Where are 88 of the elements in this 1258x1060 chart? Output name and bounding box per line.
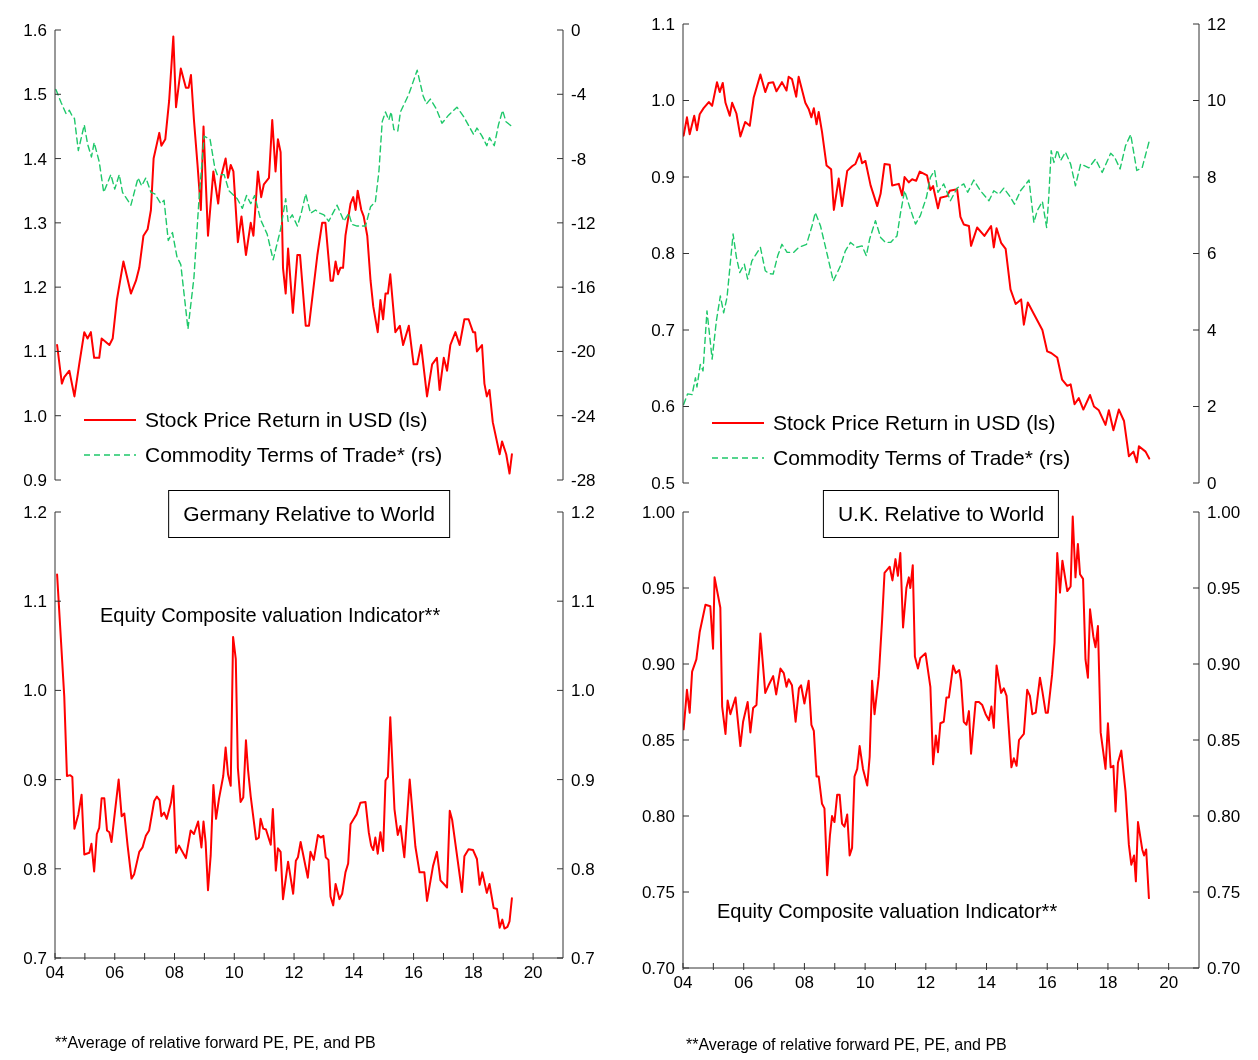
y-tick-label: 1.3 bbox=[23, 213, 47, 233]
y2-tick-label: 10 bbox=[1207, 91, 1226, 111]
x-tick-label: 14 bbox=[977, 973, 996, 992]
y2-tick-label: 0 bbox=[1207, 473, 1217, 493]
y2-tick-label: 0.8 bbox=[571, 859, 595, 879]
x-tick-label: 12 bbox=[284, 963, 304, 982]
y2-tick-label: 0.95 bbox=[1207, 578, 1241, 598]
x-tick-label: 20 bbox=[1159, 973, 1179, 992]
y-tick-label: 0.90 bbox=[641, 654, 675, 674]
x-tick-label: 04 bbox=[45, 963, 65, 982]
annotation: Equity Composite valuation Indicator** bbox=[100, 604, 441, 626]
y2-tick-label: 4 bbox=[1207, 320, 1217, 340]
y2-tick-label: 1.2 bbox=[571, 502, 595, 522]
y-tick-label: 0.7 bbox=[651, 320, 675, 340]
y-tick-label: 0.9 bbox=[23, 770, 47, 790]
y-tick-label: 1.1 bbox=[651, 14, 675, 34]
line-series bbox=[56, 573, 513, 930]
y2-tick-label: 0.80 bbox=[1207, 806, 1241, 826]
x-tick-label: 10 bbox=[224, 963, 244, 982]
y-tick-label: 0.9 bbox=[651, 167, 675, 187]
chart-title: Germany Relative to World bbox=[183, 502, 435, 525]
y-tick-label: 1.0 bbox=[651, 91, 675, 111]
x-tick-label: 10 bbox=[855, 973, 875, 992]
x-tick-label: 18 bbox=[1098, 973, 1118, 992]
y2-tick-label: 0 bbox=[571, 20, 581, 40]
y2-tick-label: 6 bbox=[1207, 244, 1217, 264]
y-tick-label: 0.85 bbox=[641, 730, 675, 750]
y-tick-label: 1.6 bbox=[23, 20, 47, 40]
y-tick-label: 0.70 bbox=[641, 958, 675, 978]
y-tick-label: 0.6 bbox=[651, 397, 675, 417]
y-tick-label: 0.7 bbox=[23, 948, 47, 968]
y2-tick-label: -12 bbox=[571, 213, 596, 233]
y2-tick-label: 0.9 bbox=[571, 770, 595, 790]
y2-tick-label: 0.70 bbox=[1207, 958, 1241, 978]
y-tick-label: 0.8 bbox=[651, 244, 675, 264]
y-tick-label: 1.0 bbox=[23, 406, 47, 426]
legend-label: Commodity Terms of Trade* (rs) bbox=[773, 445, 1071, 471]
legend-label: Commodity Terms of Trade* (rs) bbox=[145, 442, 443, 468]
y-tick-label: 1.0 bbox=[23, 681, 47, 701]
y-tick-label: 1.1 bbox=[23, 592, 47, 612]
y2-tick-label: -24 bbox=[571, 406, 596, 426]
x-tick-label: 14 bbox=[344, 963, 364, 982]
y-tick-label: 1.00 bbox=[641, 502, 675, 522]
x-tick-label: 06 bbox=[734, 973, 754, 992]
x-tick-label: 08 bbox=[165, 963, 184, 982]
y2-tick-label: 1.1 bbox=[571, 592, 595, 612]
x-tick-label: 16 bbox=[404, 963, 424, 982]
text: **Average of relative forward PE, PE, and PB bbox=[55, 1034, 376, 1051]
line-series bbox=[56, 35, 513, 475]
y2-tick-label: 0.90 bbox=[1207, 654, 1241, 674]
x-tick-label: 18 bbox=[463, 963, 483, 982]
y-tick-label: 0.8 bbox=[23, 859, 47, 879]
line-series bbox=[55, 69, 513, 330]
y2-tick-label: 1.0 bbox=[571, 681, 595, 701]
y-tick-label: 0.75 bbox=[641, 882, 675, 902]
y2-tick-label: 0.85 bbox=[1207, 730, 1241, 750]
y2-tick-label: -8 bbox=[571, 149, 587, 169]
legend-label: Stock Price Return in USD (ls) bbox=[145, 407, 428, 433]
legend-label: Stock Price Return in USD (ls) bbox=[773, 410, 1056, 436]
line-series bbox=[683, 133, 1150, 406]
x-tick-label: 16 bbox=[1037, 973, 1057, 992]
y2-tick-label: -20 bbox=[571, 342, 596, 362]
y2-tick-label: 0.7 bbox=[571, 948, 595, 968]
text: **Average of relative forward PE, PE, and PB bbox=[686, 1036, 1007, 1053]
y2-tick-label: 1.00 bbox=[1207, 502, 1241, 522]
y-tick-label: 1.1 bbox=[23, 342, 47, 362]
y-tick-label: 0.9 bbox=[23, 470, 47, 490]
x-tick-label: 06 bbox=[105, 963, 125, 982]
y-tick-label: 1.4 bbox=[23, 149, 47, 169]
y2-tick-label: -28 bbox=[571, 470, 596, 490]
y2-tick-label: -16 bbox=[571, 278, 596, 298]
y2-tick-label: 8 bbox=[1207, 167, 1217, 187]
y2-tick-label: 12 bbox=[1207, 14, 1226, 34]
x-tick-label: 08 bbox=[794, 973, 814, 992]
y2-tick-label: 0.75 bbox=[1207, 882, 1241, 902]
y-tick-label: 0.5 bbox=[651, 473, 675, 493]
y-tick-label: 1.5 bbox=[23, 85, 47, 105]
chart-title: U.K. Relative to World bbox=[837, 502, 1045, 525]
y-tick-label: 0.95 bbox=[641, 578, 675, 598]
y-tick-label: 1.2 bbox=[23, 278, 47, 298]
y2-tick-label: -4 bbox=[571, 85, 587, 105]
x-tick-label: 20 bbox=[523, 963, 543, 982]
annotation: Equity Composite valuation Indicator** bbox=[717, 900, 1058, 922]
y-tick-label: 0.80 bbox=[641, 806, 675, 826]
y-tick-label: 1.2 bbox=[23, 502, 47, 522]
y2-tick-label: 2 bbox=[1207, 397, 1217, 417]
x-tick-label: 04 bbox=[673, 973, 693, 992]
x-tick-label: 12 bbox=[916, 973, 936, 992]
